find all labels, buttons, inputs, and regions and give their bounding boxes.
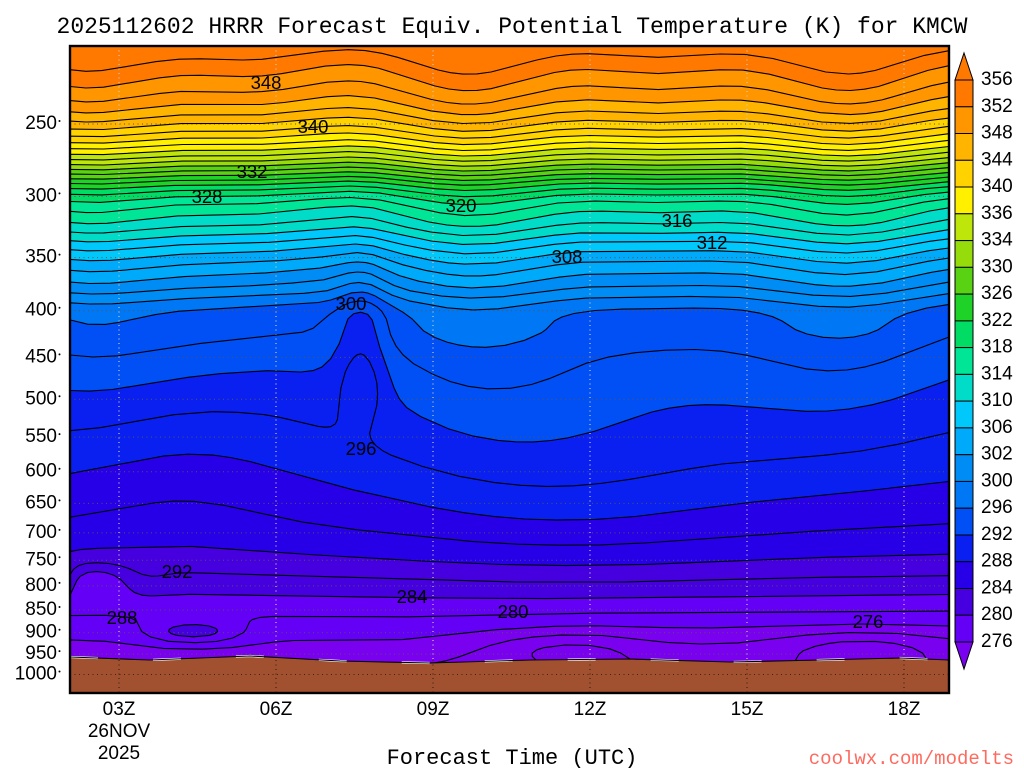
svg-text:12Z: 12Z [574,699,607,720]
svg-text:300: 300 [981,470,1013,491]
svg-text:340: 340 [981,176,1013,197]
svg-text:300: 300 [336,293,367,314]
svg-text:320: 320 [446,195,477,216]
svg-text:322: 322 [981,310,1013,331]
svg-text:350: 350 [25,247,57,268]
svg-text:280: 280 [981,604,1013,625]
svg-text:800: 800 [25,575,57,596]
svg-text:292: 292 [981,524,1013,545]
svg-text:332: 332 [237,161,268,182]
svg-text:328: 328 [192,186,223,207]
svg-text:310: 310 [981,390,1013,411]
svg-text:500: 500 [25,388,57,409]
svg-text:700: 700 [25,522,57,543]
svg-text:312: 312 [697,232,728,253]
svg-text:296: 296 [346,438,377,459]
svg-text:2025: 2025 [98,743,140,764]
svg-text:356: 356 [981,69,1013,90]
svg-text:308: 308 [552,246,583,267]
svg-text:326: 326 [981,283,1013,304]
svg-text:336: 336 [981,203,1013,224]
svg-text:330: 330 [981,256,1013,277]
svg-text:900: 900 [25,622,57,643]
svg-text:600: 600 [25,461,57,482]
svg-text:06Z: 06Z [260,699,293,720]
svg-text:400: 400 [25,300,57,321]
svg-text:292: 292 [162,561,193,582]
svg-text:1000: 1000 [15,664,57,685]
svg-text:750: 750 [25,549,57,570]
svg-text:03Z: 03Z [103,699,136,720]
svg-text:318: 318 [981,337,1013,358]
svg-text:26NOV: 26NOV [88,721,151,742]
svg-text:18Z: 18Z [888,699,921,720]
svg-text:348: 348 [981,123,1013,144]
svg-text:284: 284 [397,586,428,607]
svg-text:276: 276 [853,611,884,632]
svg-text:302: 302 [981,444,1013,465]
svg-text:314: 314 [981,363,1013,384]
svg-text:306: 306 [981,417,1013,438]
svg-text:334: 334 [981,230,1013,251]
svg-text:650: 650 [25,492,57,513]
svg-text:850: 850 [25,599,57,620]
svg-text:348: 348 [251,72,282,93]
svg-text:288: 288 [981,551,1013,572]
svg-text:09Z: 09Z [417,699,450,720]
svg-text:450: 450 [25,346,57,367]
svg-text:352: 352 [981,96,1013,117]
svg-text:284: 284 [981,578,1013,599]
svg-text:550: 550 [25,426,57,447]
svg-text:300: 300 [25,185,57,206]
svg-text:280: 280 [498,601,529,622]
svg-text:288: 288 [107,607,138,628]
svg-text:316: 316 [662,210,693,231]
svg-text:340: 340 [298,116,329,137]
svg-text:296: 296 [981,497,1013,518]
svg-text:276: 276 [981,631,1013,652]
svg-text:250: 250 [25,113,57,134]
svg-text:344: 344 [981,149,1013,170]
svg-text:15Z: 15Z [731,699,764,720]
svg-text:950: 950 [25,643,57,664]
